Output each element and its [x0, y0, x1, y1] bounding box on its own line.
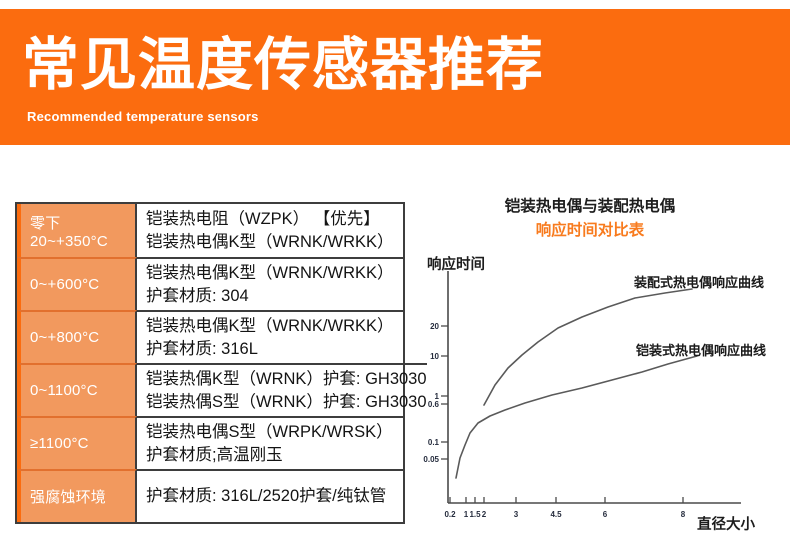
temp-range-cell: 0~+800°C [17, 310, 137, 363]
table-row: 零下20~+350°C 铠装热电阻（WZPK） 【优先】 铠装热电偶K型（WRNK… [17, 204, 403, 257]
recommendation-cell: 铠装热电阻（WZPK） 【优先】 铠装热电偶K型（WRNK/WRKK） [137, 204, 403, 257]
x-tick-label: 6 [603, 510, 608, 519]
x-tick-label: 0.2 [444, 510, 456, 519]
recommendation-cell: 铠装热电偶K型（WRNK/WRKK） 护套材质: 304 [137, 257, 403, 310]
curve-label: 铠装式热电偶响应曲线 [636, 343, 766, 358]
x-tick-label: 1 [464, 510, 469, 519]
recommendation-line: 铠装热电阻（WZPK） 【优先】 [146, 209, 380, 228]
temp-range-cell: 强腐蚀环境 [17, 469, 137, 522]
recommendation-line: 护套材质: 316L/2520护套/纯钛管 [146, 487, 387, 505]
table-row: 强腐蚀环境 护套材质: 316L/2520护套/纯钛管 [17, 469, 403, 522]
curve-assembled-thermocouple [483, 288, 693, 406]
x-tick-label: 2 [482, 510, 487, 519]
table-row: 0~+600°C 铠装热电偶K型（WRNK/WRKK） 护套材质: 304 [17, 257, 403, 310]
response-time-chart: 铠装热电偶与装配热电偶 响应时间对比表 响应时间 直径大小 20 10 1 0.6 0.1 0.0… [420, 186, 790, 546]
recommendation-line: 铠装热偶K型（WRNK）护套: GH3030 [146, 369, 427, 388]
y-tick-label: 10 [430, 352, 439, 361]
recommendation-cell: 铠装热电偶K型（WRNK/WRKK） 护套材质: 316L [137, 310, 403, 363]
recommendation-cell: 铠装热偶K型（WRNK）护套: GH3030 铠装热偶S型（WRNK）护套: GH… [137, 363, 427, 416]
y-tick-label: 20 [430, 322, 439, 331]
curve-label: 装配式热电偶响应曲线 [633, 275, 764, 290]
recommendation-line: 护套材质: 316L [146, 339, 258, 358]
x-tick-label: 1.5 [469, 510, 481, 519]
x-tick-label: 4.5 [550, 510, 562, 519]
sensor-recommendation-table: 零下20~+350°C 铠装热电阻（WZPK） 【优先】 铠装热电偶K型（WRNK… [15, 202, 427, 524]
y-axis-label: 响应时间 [427, 255, 485, 273]
temp-range-cell: 0~+600°C [17, 257, 137, 310]
y-tick-label: 0.05 [423, 455, 439, 464]
y-tick-label: 0.1 [428, 438, 440, 447]
recommendation-line: 铠装热电偶K型（WRNK/WRKK） [146, 316, 394, 335]
curve-sheathed-thermocouple [455, 355, 698, 479]
table-row: 0~+800°C 铠装热电偶K型（WRNK/WRKK） 护套材质: 316L [17, 310, 403, 363]
x-axis-label: 直径大小 [697, 515, 755, 533]
recommendation-line: 铠装热电偶K型（WRNK/WRKK） [146, 232, 394, 251]
page-subtitle: Recommended temperature sensors [27, 109, 259, 124]
recommendation-line: 护套材质;高温刚玉 [146, 445, 283, 464]
page-title: 常见温度传感器推荐 [22, 33, 544, 97]
y-tick-label: 0.6 [428, 400, 440, 409]
table-row: ≥1100°C 铠装热电偶S型（WRPK/WRSK） 护套材质;高温刚玉 [17, 416, 403, 469]
temp-range-cell: 0~1100°C [17, 363, 137, 416]
y-tick-label: 1 [435, 392, 440, 401]
x-tick-label: 3 [514, 510, 519, 519]
recommendation-cell: 铠装热电偶S型（WRPK/WRSK） 护套材质;高温刚玉 [137, 416, 403, 469]
recommendation-line: 护套材质: 304 [146, 286, 249, 305]
response-time-chart-svg: 铠装热电偶与装配热电偶响应时间对比表响应时间直径大小201010.60.10.0… [423, 196, 766, 533]
recommendation-line: 铠装热电偶S型（WRPK/WRSK） [146, 422, 393, 441]
temp-range-cell: 零下20~+350°C [17, 204, 137, 257]
table-row: 0~1100°C 铠装热偶K型（WRNK）护套: GH3030 铠装热偶S型（WR… [17, 363, 427, 416]
chart-title: 铠装热电偶与装配热电偶 [504, 196, 676, 215]
temp-range-cell: ≥1100°C [17, 416, 137, 469]
chart-subtitle: 响应时间对比表 [536, 220, 645, 239]
header-banner: 常见温度传感器推荐 Recommended temperature sensor… [0, 9, 790, 145]
recommendation-line: 铠装热偶S型（WRNK）护套: GH3030 [146, 392, 427, 411]
recommendation-line: 铠装热电偶K型（WRNK/WRKK） [146, 263, 394, 282]
x-tick-label: 8 [681, 510, 686, 519]
recommendation-cell: 护套材质: 316L/2520护套/纯钛管 [137, 469, 403, 522]
